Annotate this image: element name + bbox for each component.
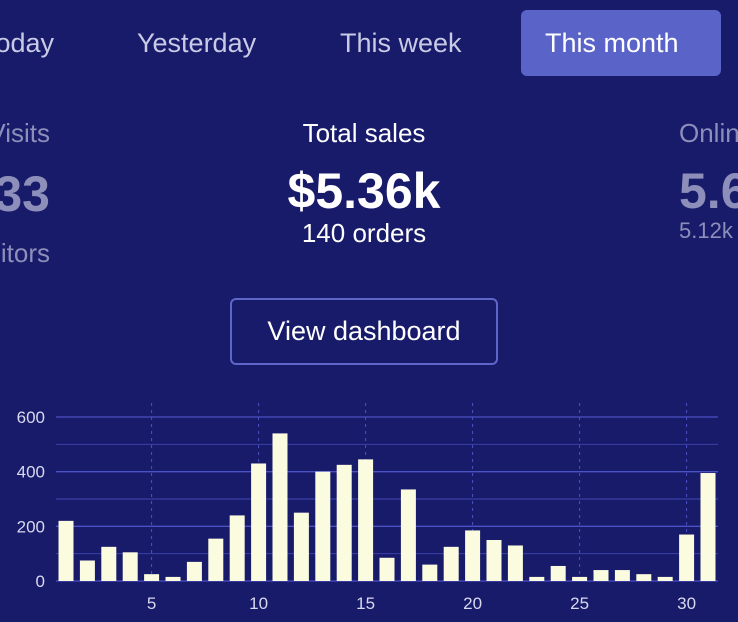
view-dashboard-button[interactable]: View dashboard <box>230 298 498 365</box>
bar <box>529 576 545 581</box>
metric-total-sales-sub: 140 orders <box>301 218 427 248</box>
metric-total-sales-label: Total sales <box>302 118 426 148</box>
bar <box>122 552 138 581</box>
x-tick-label: 20 <box>463 594 482 613</box>
tab-this-month[interactable]: This month <box>521 10 721 76</box>
metric-online-sub: 5.12k <box>679 218 733 243</box>
bar <box>486 540 502 581</box>
metric-online-value: 5.6 <box>679 163 738 219</box>
metric-visits-sub: visitors <box>0 238 50 268</box>
bar <box>58 520 74 581</box>
bar <box>679 534 695 581</box>
metric-online-label: Online <box>679 118 738 148</box>
x-tick-label: 15 <box>356 594 375 613</box>
tab-this-week[interactable]: This week <box>340 28 462 58</box>
bar <box>465 530 481 581</box>
metric-visits-label: Visits <box>0 118 50 148</box>
metric-total-sales: Total sales $5.36k 140 orders <box>214 118 514 249</box>
x-tick-label: 30 <box>677 594 696 613</box>
metric-visits-sub-clip: visitors <box>0 238 50 274</box>
bar <box>101 546 117 581</box>
bar <box>550 565 566 581</box>
bar <box>272 433 288 581</box>
tab-today[interactable]: Today <box>0 28 55 58</box>
bar <box>293 512 309 581</box>
x-tick-label: 5 <box>147 594 156 613</box>
bar <box>422 564 438 581</box>
bar <box>614 570 630 581</box>
y-tick-label: 400 <box>17 463 45 482</box>
bar <box>79 560 95 581</box>
bar <box>572 576 588 581</box>
metric-visits-value: 333 <box>0 166 50 222</box>
bar <box>593 570 609 581</box>
bar <box>315 471 331 581</box>
y-tick-label: 0 <box>36 572 45 591</box>
daily-sales-chart: 0 200 400 600 5 10 15 20 25 30 <box>17 403 718 613</box>
tab-yesterday[interactable]: Yesterday <box>137 28 257 58</box>
y-tick-label: 600 <box>17 408 45 427</box>
bar <box>336 464 352 581</box>
metric-visits: Visits <box>0 118 50 154</box>
bar <box>400 489 416 581</box>
bar <box>443 546 459 581</box>
bar <box>657 576 673 581</box>
x-tick-label: 10 <box>249 594 268 613</box>
bar <box>636 574 652 581</box>
bar <box>229 515 245 581</box>
y-tick-label: 200 <box>17 517 45 536</box>
bar <box>358 459 374 581</box>
bar <box>700 473 716 581</box>
metric-total-sales-value: $5.36k <box>287 163 441 219</box>
x-tick-label: 25 <box>570 594 589 613</box>
bar <box>165 576 181 581</box>
bar <box>144 574 160 581</box>
bar <box>379 557 395 581</box>
bar <box>251 463 267 581</box>
period-tabs: Today Yesterday This week This month <box>0 0 738 100</box>
bar <box>507 545 523 581</box>
bar <box>208 538 224 581</box>
bar <box>186 561 202 581</box>
metric-online: Online 5.6 5.12k <box>679 118 738 278</box>
metric-visits-value-clip: 333 <box>0 165 50 229</box>
